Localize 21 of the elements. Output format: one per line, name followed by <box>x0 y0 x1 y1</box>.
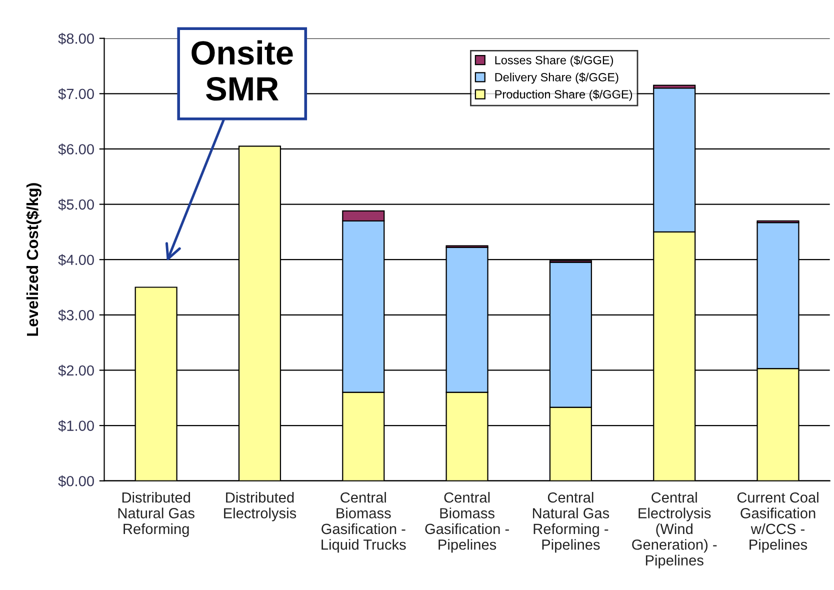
y-tick-label: $5.00 <box>58 198 94 211</box>
x-tick-label: Current Coal Gasification w/CCS - Pipelines <box>737 492 818 553</box>
x-tick-label: Central Biomass Gasification - Liquid Trucks <box>322 492 406 553</box>
legend-label: Losses Share ($/GGE) <box>495 55 614 67</box>
y-tick-label: $6.00 <box>58 143 94 156</box>
annotation: Onsite SMR <box>192 40 293 101</box>
y-tick-label: $1.00 <box>58 420 94 432</box>
x-tick-label: Central Electrolysis (Wind Generation) - Pipelines <box>632 492 717 568</box>
y-tick-label: $7.00 <box>58 88 94 100</box>
x-tick-label: Central Biomass Gasification - Pipelines <box>425 492 509 553</box>
x-tick-label: Central Natural Gas Reforming - Pipelines <box>532 492 610 553</box>
y-tick-label: $3.00 <box>58 309 94 322</box>
y-axis-title: Levelized Cost($/kg) <box>26 183 42 336</box>
y-tick-label: $8.00 <box>58 32 94 45</box>
y-tick-label: $2.00 <box>58 364 94 377</box>
x-tick-label: Distributed Natural Gas Reforming <box>118 492 194 537</box>
legend-label: Delivery Share ($/GGE) <box>495 72 618 84</box>
x-tick-label: Distributed Electrolysis <box>224 492 296 522</box>
y-tick-label: $4.00 <box>58 254 94 266</box>
legend-label: Production Share ($/GGE) <box>495 90 632 101</box>
y-tick-label: $0.00 <box>58 475 94 488</box>
